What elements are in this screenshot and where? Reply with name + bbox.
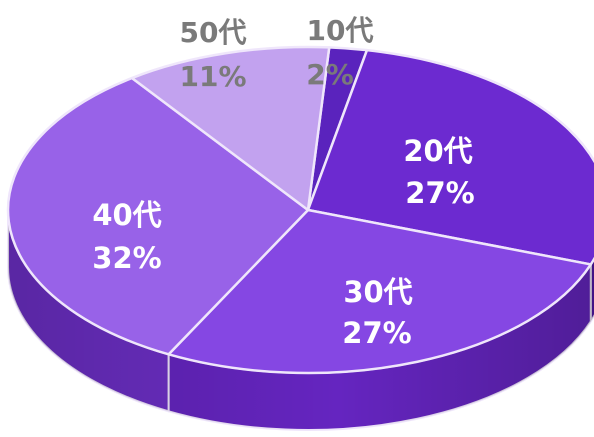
slice-label-20s-value: 27% (405, 176, 474, 210)
slice-label-40s-category: 40代 (92, 198, 161, 232)
pie-side-gradient (8, 210, 594, 430)
pie-labels: 10代 2% 20代 27% 30代 27% 40代 32% 50代 11% (92, 14, 474, 350)
pie-slice-50s (130, 45, 331, 212)
slice-label-20s-category: 20代 (403, 134, 472, 168)
slice-label-10s-value: 2% (306, 58, 354, 91)
pie-slice-40s (6, 76, 310, 356)
pie-side-shading (8, 210, 594, 430)
pie-slice-20s (306, 48, 594, 266)
slice-label-40s-value: 32% (92, 241, 161, 275)
slice-label-50s-value: 11% (179, 60, 246, 93)
pie-top (6, 45, 594, 375)
pie-slice-30s (167, 208, 593, 375)
slice-label-50s-category: 50代 (180, 16, 247, 49)
slice-label-30s-category: 30代 (343, 275, 412, 309)
slice-label-30s-value: 27% (342, 316, 411, 350)
slice-label-10s-category: 10代 (307, 14, 374, 47)
